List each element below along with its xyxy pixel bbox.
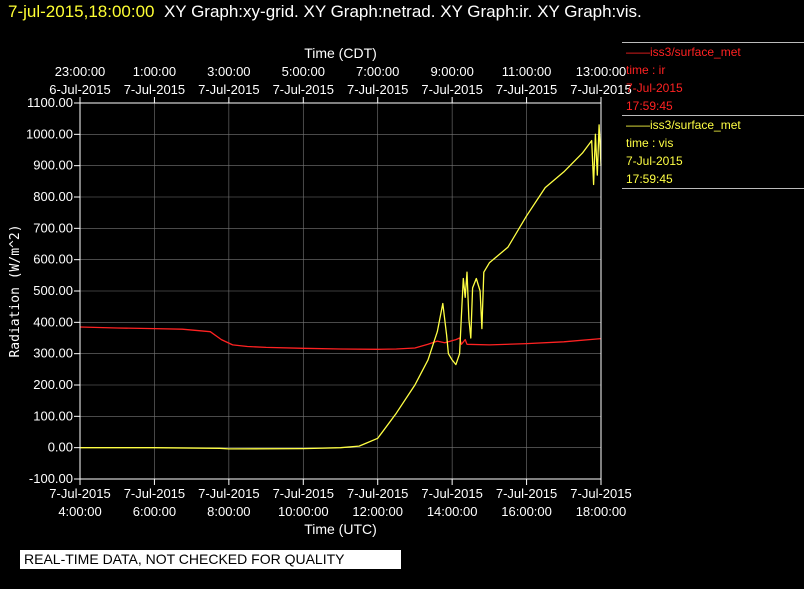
x-tick-label-date: 7-Jul-2015 [570, 486, 631, 501]
y-tick-label: 400.00 [33, 314, 73, 329]
top-tick-label-time: 3:00:00 [207, 64, 250, 79]
y-tick-label: 600.00 [33, 252, 73, 267]
legend-ir-var: time : ir [626, 63, 666, 77]
header-graph-titles: XY Graph:xy-grid. XY Graph:netrad. XY Gr… [163, 2, 642, 21]
x-tick-label-time: 14:00:00 [427, 504, 478, 519]
top-tick-label-time: 9:00:00 [430, 64, 473, 79]
y-tick-label: 800.00 [33, 189, 73, 204]
top-tick-label-date: 7-Jul-2015 [421, 82, 482, 97]
top-tick-label-time: 13:00:00 [576, 64, 627, 79]
y-tick-label: -100.00 [29, 471, 73, 486]
legend-ir-date: 7-Jul-2015 [626, 81, 683, 95]
legend-entry-vis: ——iss3/surface_met time : vis 7-Jul-2015… [622, 115, 804, 189]
top-tick-label-time: 7:00:00 [356, 64, 399, 79]
top-tick-label-date: 7-Jul-2015 [198, 82, 259, 97]
series-line-vis [80, 124, 602, 450]
top-tick-label-date: 7-Jul-2015 [347, 82, 408, 97]
legend-entry-ir: ——iss3/surface_met time : ir 7-Jul-2015 … [622, 42, 804, 115]
y-tick-label: 900.00 [33, 158, 73, 173]
header-timestamp: 7-jul-2015,18:00:00 [8, 2, 155, 21]
legend-vis-name: ——iss3/surface_met [626, 118, 741, 132]
y-tick-label: 200.00 [33, 377, 73, 392]
x-tick-label-time: 4:00:00 [58, 504, 101, 519]
x-tick-label-time: 10:00:00 [278, 504, 329, 519]
x-tick-label-date: 7-Jul-2015 [124, 486, 185, 501]
x-axis-title: Time (UTC) [304, 521, 377, 537]
x-tick-label-time: 8:00:00 [207, 504, 250, 519]
y-tick-label: 1000.00 [26, 126, 73, 141]
x-tick-label-time: 16:00:00 [501, 504, 552, 519]
y-tick-label: 0.00 [48, 440, 73, 455]
x-tick-label-time: 12:00:00 [352, 504, 403, 519]
x-tick-label-date: 7-Jul-2015 [496, 486, 557, 501]
y-tick-label: 500.00 [33, 283, 73, 298]
legend: ——iss3/surface_met time : ir 7-Jul-2015 … [622, 42, 804, 189]
quality-notice: REAL-TIME DATA, NOT CHECKED FOR QUALITY [20, 550, 401, 569]
y-tick-label: 300.00 [33, 346, 73, 361]
y-tick-label: 1100.00 [27, 95, 73, 110]
x-tick-label-date: 7-Jul-2015 [198, 486, 259, 501]
series-line-ir [79, 326, 602, 350]
top-tick-label-time: 11:00:00 [502, 64, 552, 79]
top-tick-label-time: 1:00:00 [133, 64, 176, 79]
legend-ir-name: ——iss3/surface_met [626, 45, 741, 59]
legend-vis-date: 7-Jul-2015 [626, 154, 683, 168]
x2-axis-title: Time (CDT) [304, 45, 377, 61]
x-tick-label-date: 7-Jul-2015 [347, 486, 408, 501]
y-tick-label: 700.00 [33, 220, 73, 235]
chart-header: 7-jul-2015,18:00:00 XY Graph:xy-grid. XY… [8, 2, 642, 22]
x-tick-label-time: 6:00:00 [133, 504, 176, 519]
x-tick-label-date: 7-Jul-2015 [273, 486, 334, 501]
top-tick-label-date: 7-Jul-2015 [124, 82, 185, 97]
top-tick-label-date: 7-Jul-2015 [496, 82, 557, 97]
legend-ir-time: 17:59:45 [626, 99, 673, 113]
top-tick-label-date: 7-Jul-2015 [570, 82, 631, 97]
legend-vis-time: 17:59:45 [626, 172, 673, 186]
y-axis-title: Radiation (W/m^2) [8, 224, 23, 357]
top-tick-label-time: 5:00:00 [282, 64, 325, 79]
y-tick-label: 100.00 [33, 408, 73, 423]
legend-vis-var: time : vis [626, 136, 674, 150]
x-tick-label-date: 7-Jul-2015 [421, 486, 482, 501]
x-tick-label-date: 7-Jul-2015 [49, 486, 110, 501]
top-tick-label-time: 23:00:00 [55, 64, 106, 79]
x-tick-label-time: 18:00:00 [576, 504, 627, 519]
top-tick-label-date: 6-Jul-2015 [49, 82, 110, 97]
top-tick-label-date: 7-Jul-2015 [273, 82, 334, 97]
plot-frame [79, 102, 602, 480]
